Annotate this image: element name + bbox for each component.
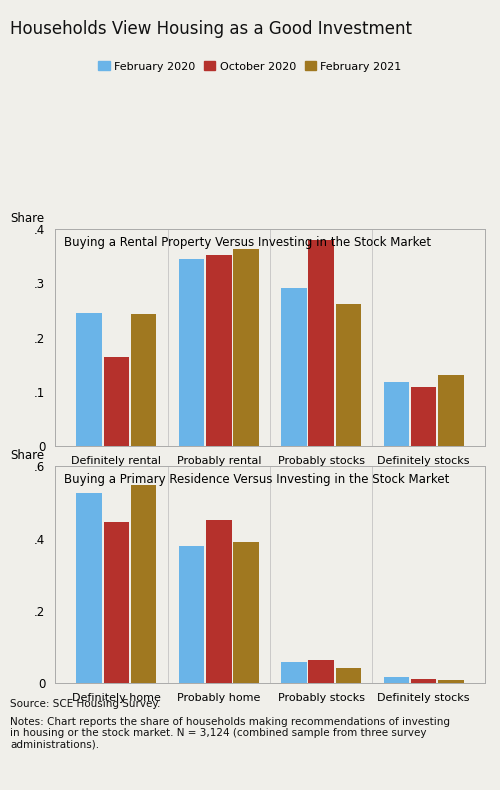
Legend: February 2020, October 2020, February 2021: February 2020, October 2020, February 20… — [94, 57, 406, 76]
Bar — [438, 679, 464, 683]
Text: Share: Share — [10, 450, 44, 462]
Text: Share: Share — [10, 213, 44, 225]
Bar — [206, 521, 232, 683]
Bar — [131, 485, 156, 683]
Bar — [104, 522, 129, 683]
Text: Notes: Chart reports the share of households making recommendations of investing: Notes: Chart reports the share of househ… — [10, 717, 450, 750]
Bar — [282, 662, 307, 683]
Bar — [411, 679, 436, 683]
Bar — [411, 386, 436, 446]
Bar — [206, 255, 232, 446]
Bar — [336, 668, 361, 683]
Text: Source: SCE Housing Survey.: Source: SCE Housing Survey. — [10, 699, 160, 709]
Bar — [104, 357, 129, 446]
Bar — [384, 677, 409, 683]
Bar — [131, 314, 156, 446]
Bar — [384, 382, 409, 446]
Bar — [282, 288, 307, 446]
Text: Buying a Rental Property Versus Investing in the Stock Market: Buying a Rental Property Versus Investin… — [64, 235, 430, 249]
Bar — [76, 493, 102, 683]
Bar — [308, 240, 334, 446]
Bar — [336, 303, 361, 446]
Bar — [308, 660, 334, 683]
Bar — [438, 374, 464, 446]
Bar — [233, 542, 258, 683]
Bar — [179, 546, 204, 683]
Bar — [76, 314, 102, 446]
Text: Buying a Primary Residence Versus Investing in the Stock Market: Buying a Primary Residence Versus Invest… — [64, 472, 449, 486]
Bar — [179, 259, 204, 446]
Bar — [233, 249, 258, 446]
Text: Households View Housing as a Good Investment: Households View Housing as a Good Invest… — [10, 20, 412, 38]
